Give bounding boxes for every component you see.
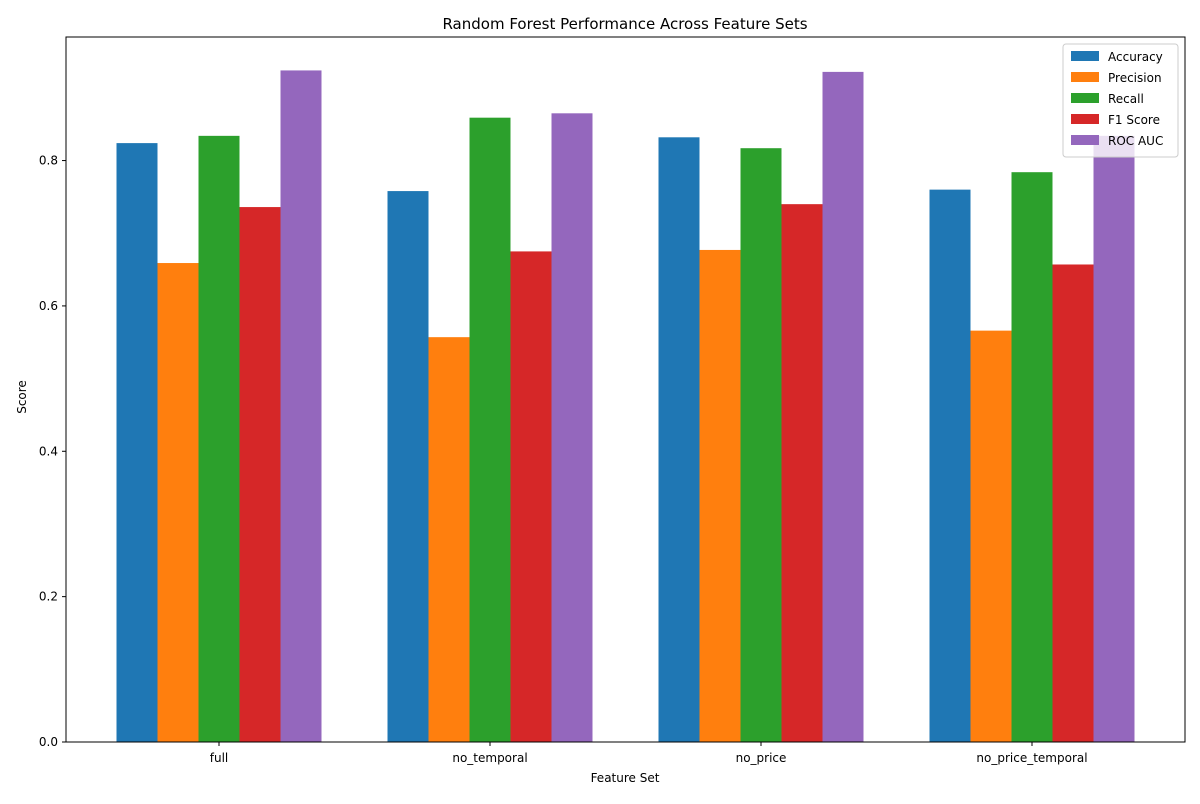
legend: Accuracy Precision Recall F1 Score ROC AUC bbox=[1062, 43, 1179, 158]
bar-precision-full bbox=[157, 263, 199, 742]
x-tick-label-no_temporal: no_temporal bbox=[452, 751, 527, 765]
bar-f1-score-full bbox=[239, 207, 281, 742]
legend-swatch-f1-score bbox=[1071, 114, 1099, 124]
axes-layer: 0.0 0.2 0.4 0.6 0.8 full no_temporal no_price no… bbox=[39, 36, 1186, 765]
bar-precision-no_price_temporal bbox=[970, 330, 1012, 742]
legend-swatch-precision bbox=[1071, 72, 1099, 82]
legend-label-roc-auc: ROC AUC bbox=[1108, 134, 1163, 148]
bar-f1-score-no_temporal bbox=[510, 251, 552, 742]
bar-recall-full bbox=[198, 135, 240, 743]
bar-accuracy-no_price bbox=[658, 137, 700, 743]
legend-label-f1-score: F1 Score bbox=[1108, 113, 1160, 127]
x-tick-label-no_price: no_price bbox=[736, 751, 787, 765]
bar-accuracy-full bbox=[116, 143, 158, 743]
bars-layer bbox=[116, 70, 1135, 743]
y-tick-label: 0.8 bbox=[39, 154, 58, 168]
chart-title: Random Forest Performance Across Feature… bbox=[442, 15, 807, 33]
y-tick-label: 0.0 bbox=[39, 735, 58, 749]
bar-accuracy-no_price_temporal bbox=[929, 189, 971, 742]
y-tick-label: 0.4 bbox=[39, 444, 58, 458]
legend-label-recall: Recall bbox=[1108, 92, 1144, 106]
bar-recall-no_price bbox=[740, 148, 782, 742]
bar-precision-no_temporal bbox=[428, 337, 470, 742]
legend-swatch-recall bbox=[1071, 93, 1099, 103]
bar-f1-score-no_price bbox=[781, 204, 823, 742]
legend-label-accuracy: Accuracy bbox=[1108, 50, 1163, 64]
bar-recall-no_temporal bbox=[469, 117, 511, 743]
plot-frame bbox=[65, 36, 1186, 743]
legend-label-precision: Precision bbox=[1108, 71, 1162, 85]
bar-accuracy-no_temporal bbox=[387, 191, 429, 742]
bar-roc-auc-no_price bbox=[822, 71, 864, 742]
x-axis-label: Feature Set bbox=[591, 771, 660, 785]
y-tick-label: 0.6 bbox=[39, 299, 58, 313]
legend-swatch-roc-auc bbox=[1071, 135, 1099, 145]
x-tick-label-full: full bbox=[210, 751, 229, 765]
bar-recall-no_price_temporal bbox=[1011, 172, 1053, 742]
legend-swatch-accuracy bbox=[1071, 51, 1099, 61]
bar-roc-auc-no_temporal bbox=[551, 113, 593, 742]
y-axis-label: Score bbox=[15, 380, 29, 414]
bar-precision-no_price bbox=[699, 249, 741, 742]
bar-roc-auc-full bbox=[280, 70, 322, 743]
bar-f1-score-no_price_temporal bbox=[1052, 264, 1094, 742]
bar-roc-auc-no_price_temporal bbox=[1093, 135, 1135, 743]
x-tick-label-no_price_temporal: no_price_temporal bbox=[976, 751, 1087, 765]
y-tick-label: 0.2 bbox=[39, 590, 58, 604]
